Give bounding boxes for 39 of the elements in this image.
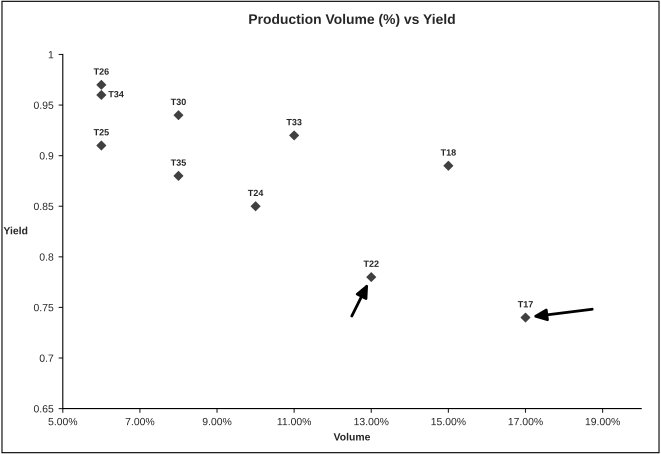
y-axis-title: Yield [4, 226, 28, 234]
y-tick-label: 0.75 [34, 304, 54, 312]
x-tick-label: 19.00% [586, 418, 620, 426]
chart-title: Production Volume (%) vs Yield [249, 14, 455, 27]
x-tick-label: 11.00% [278, 418, 312, 426]
y-tick-label: 0.9 [40, 152, 54, 160]
point [443, 160, 454, 171]
y-tick-label: 0.7 [40, 354, 54, 362]
x-tick-label: 9.00% [202, 418, 232, 426]
point [174, 170, 184, 181]
point [366, 272, 376, 282]
x-tick-label: 13.00% [354, 418, 389, 426]
point [96, 140, 106, 150]
annotation: T33 [286, 118, 302, 126]
point [289, 130, 300, 140]
annotation: T30 [170, 98, 186, 106]
x-tick-label: 7.00% [126, 418, 154, 426]
x-tick-label: 17.00% [508, 418, 543, 426]
point [96, 90, 106, 100]
y-tick-label: 1 [48, 51, 54, 58]
annotation: T34 [108, 90, 124, 98]
y-tick-label: 0.8 [40, 253, 54, 261]
point [520, 312, 530, 322]
annotation: T24 [248, 190, 264, 196]
annotation: T35 [170, 159, 186, 166]
x-tick-label: 15.00% [432, 418, 466, 426]
y-tick-label: 0.65 [34, 405, 54, 412]
point [96, 80, 106, 90]
annotation: T26 [94, 68, 109, 75]
y-tick-label: 0.95 [34, 102, 54, 109]
y-tick-label: 0.85 [34, 202, 54, 210]
point [174, 110, 184, 120]
annotation: T25 [94, 129, 109, 136]
annotation: T17 [518, 301, 533, 308]
annotation: T22 [364, 260, 379, 267]
point [250, 201, 261, 212]
x-axis-title: Volume [334, 432, 370, 441]
x-tick-label: 5.00% [48, 418, 78, 426]
annotation: T18 [440, 149, 456, 156]
